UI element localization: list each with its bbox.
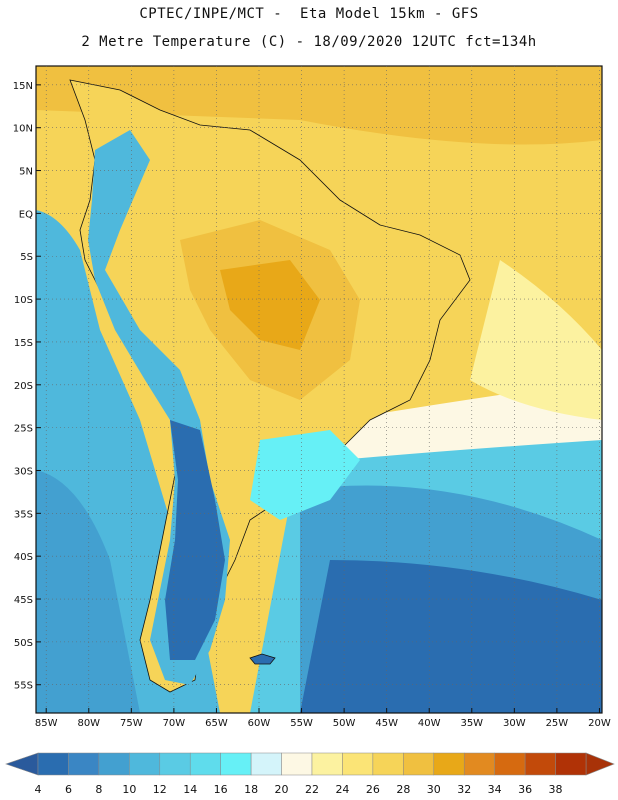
colorbar-swatch (37, 752, 69, 776)
lon-tick-label: 40W (418, 718, 441, 729)
colorbar-label: 32 (457, 783, 471, 796)
pacific-colder-band (36, 470, 140, 713)
colorbar-swatch (250, 752, 282, 776)
colorbar-swatch (98, 752, 130, 776)
colorbar-label: 28 (396, 783, 410, 796)
southern-cold-band (300, 560, 602, 713)
lon-tick-label: 35W (460, 718, 483, 729)
colorbar-label: 34 (488, 783, 502, 796)
colorbar-label: 16 (214, 783, 228, 796)
colorbar-right-arrow (585, 752, 615, 776)
colorbar-swatch (555, 752, 587, 776)
lat-tick-label: 20S (14, 381, 33, 392)
lon-tick-label: 20W (588, 718, 611, 729)
temperature-colorbar: 4 6 8 10 12 14 16 18 20 22 24 26 28 30 32 34 36 38 (5, 752, 615, 796)
colorbar-left-arrow (5, 752, 39, 776)
lat-tick-label: 30S (14, 466, 33, 477)
colorbar-swatch (433, 752, 465, 776)
colorbar-swatch (68, 752, 100, 776)
lat-tick-label: 25S (14, 424, 33, 435)
colorbar-swatch (372, 752, 404, 776)
lat-tick-label: 50S (14, 638, 33, 649)
colorbar-label: 10 (122, 783, 136, 796)
map-subtitle: 2 Metre Temperature (C) - 18/09/2020 12U… (81, 34, 537, 50)
axis-labels: 15N 10N 5N EQ 5S 10S 15S 20S 25S 30S 35S 40S 45S 50S 5… (13, 81, 611, 729)
map-title: CPTEC/INPE/MCT - Eta Model 15km - GFS (139, 6, 479, 22)
lat-tick-label: 15N (13, 81, 33, 92)
colorbar-swatch (311, 752, 343, 776)
lat-tick-label: 35S (14, 509, 33, 520)
lon-tick-label: 25W (546, 718, 569, 729)
colorbar-swatch (220, 752, 252, 776)
graticule (36, 66, 602, 713)
lon-tick-label: 60W (248, 718, 271, 729)
colorbar-swatch (524, 752, 556, 776)
colorbar-label: 24 (335, 783, 349, 796)
lat-tick-label: 10N (13, 124, 33, 135)
atlantic-pale-band (470, 260, 602, 420)
interior-hottest-region (220, 260, 320, 350)
lat-tick-label: EQ (19, 209, 33, 220)
temperature-map: 15N 10N 5N EQ 5S 10S 15S 20S 25S 30S 35S 40S 45S 50S 5… (13, 65, 611, 729)
colorbar-swatch (494, 752, 526, 776)
colorbar-swatch (129, 752, 161, 776)
colorbar-swatch (159, 752, 191, 776)
lon-tick-label: 50W (333, 718, 356, 729)
colorbar-swatch (403, 752, 435, 776)
lat-tick-label: 45S (14, 595, 33, 606)
colorbar-label: 22 (305, 783, 319, 796)
lat-tick-label: 10S (14, 295, 33, 306)
falkland-islands (249, 653, 276, 665)
lon-tick-label: 75W (120, 718, 143, 729)
lon-tick-label: 45W (375, 718, 398, 729)
lat-tick-label: 5N (19, 167, 33, 178)
lon-tick-label: 70W (163, 718, 186, 729)
lon-tick-label: 80W (77, 718, 100, 729)
lat-tick-label: 55S (14, 681, 33, 692)
lat-tick-label: 15S (14, 338, 33, 349)
lon-tick-label: 30W (503, 718, 526, 729)
colorbar-label: 36 (518, 783, 532, 796)
colorbar-swatch (463, 752, 495, 776)
patagonia-cold-region (165, 420, 225, 660)
colorbar-label: 12 (153, 783, 167, 796)
lon-tick-label: 65W (205, 718, 228, 729)
lat-tick-label: 5S (20, 252, 33, 263)
southeast-cool-region (250, 430, 360, 520)
colorbar-label: 14 (183, 783, 197, 796)
colorbar-label: 4 (35, 783, 42, 796)
colorbar-label: 8 (95, 783, 102, 796)
colorbar-swatch (281, 752, 313, 776)
colorbar-label: 38 (549, 783, 563, 796)
lon-tick-label: 85W (35, 718, 58, 729)
map-frame (35, 65, 603, 714)
colorbar-label: 26 (366, 783, 380, 796)
tropical-warm-band (36, 66, 602, 145)
colorbar-label: 30 (427, 783, 441, 796)
colorbar-label: 6 (65, 783, 72, 796)
lon-tick-label: 55W (290, 718, 313, 729)
colorbar-label: 18 (244, 783, 258, 796)
colorbar-swatch (189, 752, 221, 776)
colorbar-label: 20 (275, 783, 289, 796)
colorbar-swatch (342, 752, 374, 776)
lat-tick-label: 40S (14, 552, 33, 563)
